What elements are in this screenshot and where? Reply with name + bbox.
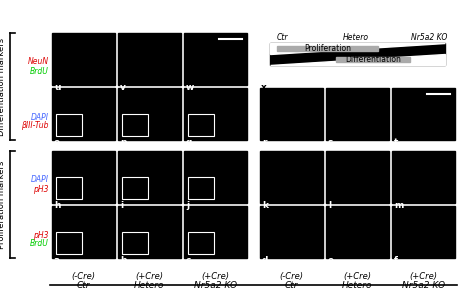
Text: (+Cre): (+Cre) xyxy=(410,272,438,281)
Text: Hetero: Hetero xyxy=(343,33,368,42)
Bar xyxy=(188,177,214,199)
Bar xyxy=(118,151,181,203)
Text: w: w xyxy=(186,83,194,92)
Bar xyxy=(184,206,247,258)
Text: Ctr: Ctr xyxy=(285,281,298,290)
Text: a: a xyxy=(54,256,60,265)
Text: NeuN: NeuN xyxy=(28,58,49,67)
Bar xyxy=(277,46,379,51)
Text: Ctr: Ctr xyxy=(276,33,288,42)
Bar xyxy=(184,33,247,85)
Bar xyxy=(56,177,82,199)
Text: q: q xyxy=(186,138,192,147)
Bar xyxy=(188,114,214,136)
Text: x: x xyxy=(261,83,267,92)
Text: Ctr: Ctr xyxy=(77,281,90,290)
Text: r: r xyxy=(262,138,266,147)
Bar xyxy=(56,232,82,254)
Bar xyxy=(326,206,389,258)
Text: s: s xyxy=(328,138,333,147)
Text: Hetero: Hetero xyxy=(134,281,165,290)
Bar xyxy=(270,54,445,65)
Text: Differentiation: Differentiation xyxy=(346,55,401,64)
Text: BrdU: BrdU xyxy=(30,67,49,75)
Text: pH3: pH3 xyxy=(34,230,49,239)
Bar xyxy=(270,43,445,54)
Text: l: l xyxy=(328,201,331,210)
Text: c: c xyxy=(186,256,191,265)
Text: Differentiation markers: Differentiation markers xyxy=(0,38,7,136)
Text: Proliferation: Proliferation xyxy=(304,44,351,53)
Bar xyxy=(122,114,148,136)
Text: (+Cre): (+Cre) xyxy=(344,272,372,281)
Text: DAPI: DAPI xyxy=(31,113,49,122)
Text: DAPI: DAPI xyxy=(31,175,49,184)
Text: BrdU: BrdU xyxy=(30,239,49,249)
Bar xyxy=(52,33,115,85)
Text: m: m xyxy=(394,201,403,210)
Text: t: t xyxy=(394,138,398,147)
Bar xyxy=(392,151,455,203)
Polygon shape xyxy=(270,43,445,54)
Bar xyxy=(392,206,455,258)
Text: (+Cre): (+Cre) xyxy=(201,272,229,281)
Bar xyxy=(52,88,115,140)
Bar xyxy=(122,232,148,254)
Text: Nr5a2 KO: Nr5a2 KO xyxy=(411,33,447,42)
Bar xyxy=(118,88,181,140)
Text: e: e xyxy=(328,256,334,265)
Text: pH3: pH3 xyxy=(34,184,49,194)
Text: j: j xyxy=(186,201,189,210)
Text: v: v xyxy=(120,83,126,92)
Text: Nr5a2 KO: Nr5a2 KO xyxy=(194,281,237,290)
Text: Nr5a2 KO: Nr5a2 KO xyxy=(402,281,445,290)
Bar xyxy=(52,206,115,258)
Bar xyxy=(260,206,323,258)
Text: k: k xyxy=(262,201,268,210)
Bar xyxy=(122,177,148,199)
Text: (-Cre): (-Cre) xyxy=(72,272,95,281)
Bar xyxy=(118,206,181,258)
Bar xyxy=(260,88,323,140)
Text: u: u xyxy=(54,83,61,92)
Bar xyxy=(52,151,115,203)
Text: p: p xyxy=(120,138,127,147)
Text: (+Cre): (+Cre) xyxy=(136,272,164,281)
Bar xyxy=(184,151,247,203)
Text: Hetero: Hetero xyxy=(342,281,373,290)
Text: h: h xyxy=(54,201,61,210)
Text: d: d xyxy=(262,256,268,265)
Bar xyxy=(260,151,323,203)
Text: o: o xyxy=(54,138,60,147)
Bar xyxy=(326,151,389,203)
Text: b: b xyxy=(120,256,127,265)
Bar xyxy=(56,114,82,136)
Bar xyxy=(118,33,181,85)
Bar xyxy=(392,88,455,140)
Bar xyxy=(184,88,247,140)
Text: βIII-Tub: βIII-Tub xyxy=(21,122,49,130)
Polygon shape xyxy=(270,54,445,65)
Bar xyxy=(268,41,447,67)
Bar xyxy=(326,88,389,140)
Text: Proliferation markers: Proliferation markers xyxy=(0,160,7,249)
Text: f: f xyxy=(394,256,398,265)
Bar xyxy=(337,57,410,62)
Text: i: i xyxy=(120,201,123,210)
Text: (-Cre): (-Cre) xyxy=(280,272,303,281)
Bar xyxy=(188,232,214,254)
